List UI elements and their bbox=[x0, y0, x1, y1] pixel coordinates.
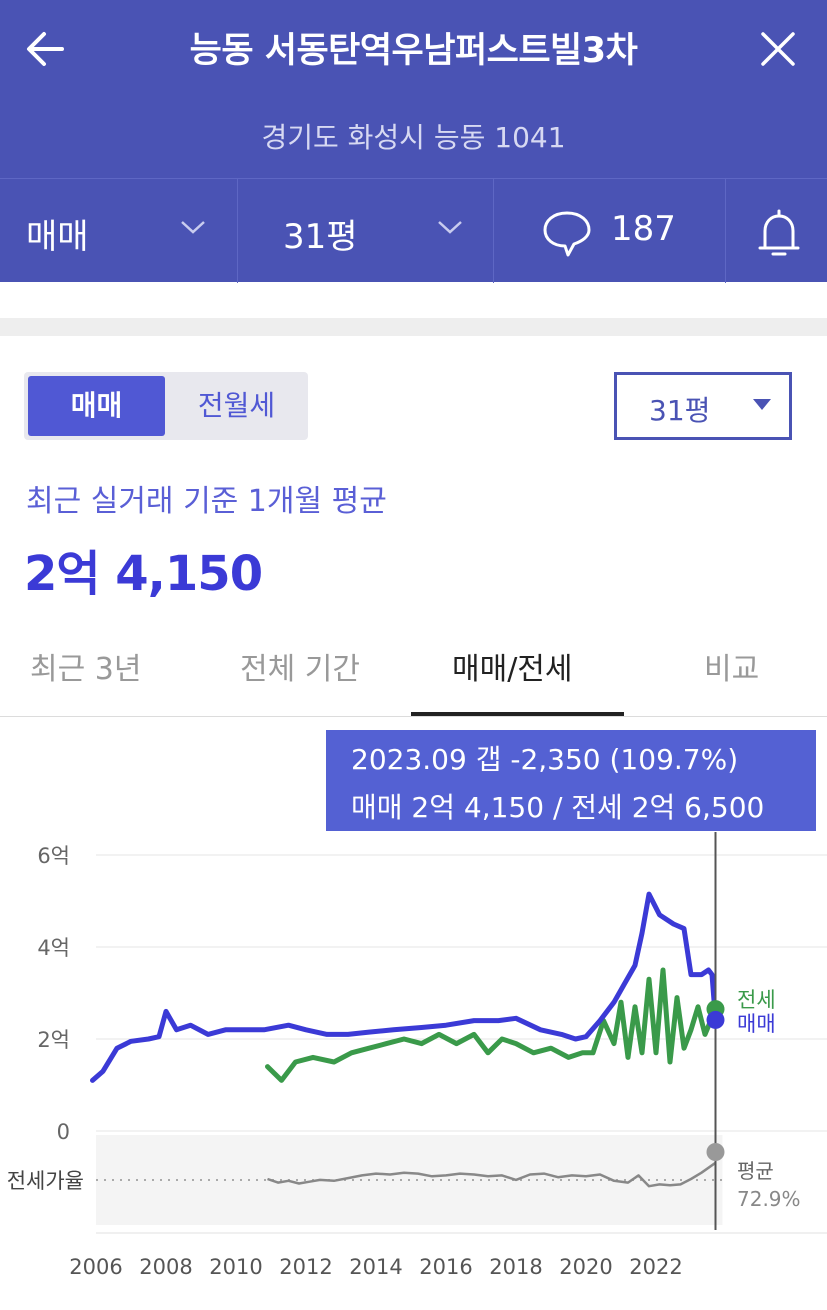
jeonse-end-label: 전세 bbox=[737, 988, 776, 1012]
sale-marker bbox=[706, 1010, 725, 1029]
deal-type-dropdown[interactable]: 매매 bbox=[0, 179, 238, 283]
comments-button[interactable]: 187 bbox=[493, 179, 726, 283]
size-dropdown[interactable]: 31평 bbox=[237, 179, 494, 283]
close-icon[interactable] bbox=[755, 26, 801, 72]
active-tab-indicator bbox=[411, 712, 624, 716]
tab-compare[interactable]: 비교 bbox=[704, 652, 760, 687]
x-tick-label: 2012 bbox=[279, 1255, 332, 1279]
x-tick-label: 2018 bbox=[489, 1255, 542, 1279]
deal-toggle: 매매 전월세 bbox=[24, 372, 308, 440]
size-label: 31평 bbox=[283, 217, 358, 257]
chevron-down-icon bbox=[438, 221, 462, 234]
size-select[interactable]: 31평 bbox=[614, 372, 792, 440]
size-select-value: 31평 bbox=[649, 394, 711, 427]
comment-count: 187 bbox=[611, 209, 676, 249]
chart-tooltip: 2023.09 갭 -2,350 (109.7%) 매매 2억 4,150 / … bbox=[326, 730, 816, 831]
x-tick-label: 2016 bbox=[419, 1255, 472, 1279]
sale-end-label: 매매 bbox=[737, 1012, 776, 1036]
ratio-average-value: 72.9% bbox=[737, 1187, 801, 1211]
y-tick-label: 0 bbox=[57, 1120, 70, 1144]
ratio-series-line bbox=[267, 1161, 717, 1188]
x-tick-label: 2008 bbox=[139, 1255, 192, 1279]
back-arrow-icon[interactable] bbox=[22, 26, 68, 72]
x-tick-label: 2010 bbox=[209, 1255, 262, 1279]
address: 경기도 화성시 능동 1041 bbox=[261, 121, 566, 154]
caret-down-icon bbox=[753, 399, 771, 410]
ratio-average-label: 평균 bbox=[737, 1159, 774, 1183]
y-tick-label: 6억 bbox=[37, 844, 70, 868]
section-divider bbox=[0, 318, 827, 336]
ratio-band-label: 전세가율 bbox=[7, 1169, 84, 1193]
period-tabs: 최근 3년 전체 기간 매매/전세 비교 bbox=[0, 618, 827, 717]
tab-all-period[interactable]: 전체 기간 bbox=[240, 652, 360, 687]
app-header: 능동 서동탄역우남퍼스트빌3차 경기도 화성시 능동 1041 매매 31평 1… bbox=[0, 0, 827, 283]
sale-series-line bbox=[90, 891, 718, 1083]
filter-bar: 매매 31평 187 bbox=[0, 178, 827, 283]
x-tick-label: 2014 bbox=[349, 1255, 402, 1279]
average-price: 2억 4,150 bbox=[24, 546, 263, 602]
tab-recent-3y[interactable]: 최근 3년 bbox=[30, 652, 142, 687]
toggle-sale-button[interactable]: 매매 bbox=[28, 376, 165, 436]
deal-type-label: 매매 bbox=[26, 217, 89, 257]
chevron-down-icon bbox=[181, 221, 205, 234]
x-tick-label: 2020 bbox=[559, 1255, 612, 1279]
alarm-button[interactable] bbox=[725, 179, 827, 283]
tab-sale-jeonse[interactable]: 매매/전세 bbox=[452, 652, 573, 687]
bell-icon bbox=[758, 209, 800, 256]
page-title: 능동 서동탄역우남퍼스트빌3차 bbox=[189, 31, 638, 71]
speech-bubble-icon bbox=[543, 211, 591, 257]
tooltip-gap-line: 2023.09 갭 -2,350 (109.7%) bbox=[351, 743, 739, 776]
summary-caption: 최근 실거래 기준 1개월 평균 bbox=[26, 484, 387, 519]
x-tick-label: 2022 bbox=[629, 1255, 682, 1279]
ratio-marker bbox=[706, 1143, 725, 1161]
x-tick-label: 2006 bbox=[69, 1255, 122, 1279]
toggle-rent-button[interactable]: 전월세 bbox=[197, 389, 276, 422]
y-tick-label: 2억 bbox=[37, 1028, 70, 1052]
jeonse-series-line bbox=[265, 967, 718, 1083]
y-tick-label: 4억 bbox=[37, 936, 70, 960]
tooltip-price-line: 매매 2억 4,150 / 전세 2억 6,500 bbox=[351, 791, 765, 824]
